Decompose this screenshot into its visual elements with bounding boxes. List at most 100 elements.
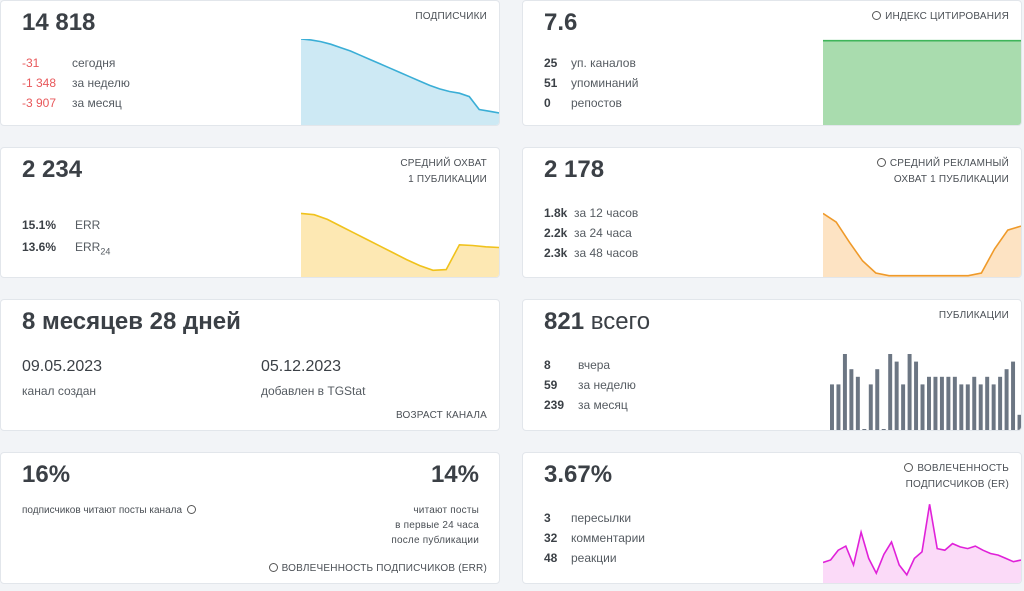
label: СРЕДНИЙ ОХВАТ 1 ПУБЛИКАЦИИ	[400, 156, 487, 188]
stat-row: -31 сегодня	[22, 53, 130, 73]
sparkline	[823, 212, 1021, 277]
age-card: 8 месяцев 28 дней 09.05.2023 канал созда…	[0, 299, 500, 431]
stat-value: 239	[544, 398, 565, 412]
stat-value: 51	[544, 76, 558, 90]
stat-text: упоминаний	[571, 76, 639, 90]
stat-value: 0	[544, 96, 551, 110]
sparkline-area	[301, 39, 499, 125]
ad-reach-card: 2 178 СРЕДНИЙ РЕКЛАМНЫЙ ОХВАТ 1 ПУБЛИКАЦИ…	[522, 147, 1022, 278]
sparkline	[301, 212, 499, 277]
label: ИНДЕКС ЦИТИРОВАНИЯ	[872, 9, 1009, 25]
label-text: в первые 24 часа	[395, 520, 479, 531]
stat-row: 2.3k за 48 часов	[544, 243, 638, 263]
label-text: ИНДЕКС ЦИТИРОВАНИЯ	[885, 11, 1009, 22]
date-block: 05.12.2023 добавлен в TGStat	[261, 358, 365, 398]
label-line: ОХВАТ 1 ПУБЛИКАЦИИ	[877, 172, 1009, 188]
stat-row: -3 907 за месяц	[22, 93, 130, 113]
label-text: ПОДПИСЧИКОВ (ER)	[905, 479, 1009, 490]
stat-row: 239 за месяц	[544, 395, 636, 415]
info-icon[interactable]	[876, 158, 886, 167]
bar	[881, 429, 886, 430]
bar	[862, 429, 867, 430]
date: 09.05.2023	[22, 358, 103, 375]
stat-value: -3 907	[22, 96, 57, 110]
bar	[998, 376, 1003, 430]
bar	[842, 354, 847, 430]
sparkline-line	[823, 504, 1021, 577]
stat-row: 3 пересылки	[544, 508, 645, 528]
label-line: ВОВЛЕЧЕННОСТЬ ПОДПИСЧИКОВ (ERR)	[268, 561, 487, 577]
subscribers-card: 14 818 ПОДПИСЧИКИ -31 сегодня -1 348 за нед…	[0, 0, 500, 126]
stat-text: вчера	[578, 358, 611, 372]
stat-value: 25	[544, 56, 558, 70]
stat-text: ERR24	[75, 240, 111, 257]
stat-value: 2.3k	[544, 246, 568, 260]
stat-text: комментарии	[571, 531, 645, 545]
stat-text: уп. каналов	[571, 56, 636, 70]
label-text: СРЕДНИЙ ОХВАТ	[400, 158, 487, 169]
bar	[868, 384, 873, 430]
bar	[985, 376, 990, 430]
label-text: 1 ПУБЛИКАЦИИ	[408, 174, 487, 185]
bar	[959, 384, 964, 430]
label-text: ПУБЛИКАЦИИ	[938, 310, 1009, 321]
caption: подписчиков читают посты канала	[22, 505, 197, 516]
date: 05.12.2023	[261, 358, 342, 375]
bar	[927, 376, 931, 430]
bar	[914, 361, 919, 430]
value-2: 14%	[430, 461, 479, 488]
label-text: ВОВЛЕЧЕННОСТЬ ПОДПИСЧИКОВ (ERR)	[281, 563, 487, 574]
label-line: читают посты	[391, 503, 479, 518]
bar	[920, 384, 925, 430]
sparkline-area	[823, 504, 1021, 583]
stat-row: 15.1% ERR	[22, 214, 110, 236]
info-icon[interactable]	[904, 463, 914, 472]
label-line: ПОДПИСЧИКОВ (ER)	[904, 477, 1009, 493]
label: ВОВЛЕЧЕННОСТЬ ПОДПИСЧИКОВ (ER)	[904, 461, 1009, 493]
stat-text: за месяц	[578, 398, 628, 412]
stats: 25 уп. каналов 51 упоминаний 0 репостов	[544, 53, 638, 113]
stat-row: 2.2k за 24 часа	[544, 223, 638, 243]
stat-value: 3	[544, 511, 551, 525]
value: 16%	[22, 461, 71, 488]
stat-row: 25 уп. каналов	[544, 53, 638, 73]
value: 14 818	[22, 9, 96, 36]
bar	[901, 384, 906, 430]
info-icon[interactable]	[268, 563, 278, 572]
stat-text: реакции	[571, 551, 617, 565]
value: 3.67%	[544, 461, 613, 488]
bar	[875, 369, 880, 430]
sparkline-line	[301, 39, 499, 114]
stat-value: 59	[544, 378, 558, 392]
info-icon[interactable]	[872, 11, 882, 20]
stat-value: -1 348	[22, 76, 57, 90]
bar	[972, 376, 977, 430]
stats: 15.1% ERR 13.6% ERR24	[22, 214, 110, 262]
label-text: после публикации	[391, 535, 479, 546]
stat-row: 48 реакции	[544, 548, 645, 568]
bar	[830, 384, 834, 430]
label-line: ПУБЛИКАЦИИ	[939, 308, 1009, 324]
info-icon[interactable]	[187, 505, 197, 514]
bar	[933, 376, 938, 430]
citation-card: 7.6 ИНДЕКС ЦИТИРОВАНИЯ 25 уп. каналов 51 уп…	[522, 0, 1022, 126]
bar	[849, 369, 854, 430]
er-card: 3.67% ВОВЛЕЧЕННОСТЬ ПОДПИСЧИКОВ (ER) 3 пер…	[522, 452, 1022, 584]
stat-text: за месяц	[72, 96, 122, 110]
stat-text: за 24 часа	[574, 226, 632, 240]
label-text: ВОЗРАСТ КАНАЛА	[395, 410, 487, 421]
value: 2 178	[544, 156, 605, 183]
label: СРЕДНИЙ РЕКЛАМНЫЙ ОХВАТ 1 ПУБЛИКАЦИИ	[876, 156, 1009, 188]
stat-value: -31	[22, 56, 40, 70]
label-line: после публикации	[391, 533, 479, 548]
stats: 3 пересылки 32 комментарии 48 реакции	[544, 508, 645, 568]
label-text: ПОДПИСЧИКИ	[415, 11, 487, 22]
label-text: ОХВАТ 1 ПУБЛИКАЦИИ	[893, 174, 1009, 185]
sparkline	[823, 39, 1021, 125]
label-text: ВОВЛЕЧЕННОСТЬ	[917, 463, 1009, 474]
stat-value: 1.8k	[544, 206, 568, 220]
stat-text: пересылки	[571, 511, 632, 525]
bar-chart	[830, 354, 1021, 430]
label-line: ИНДЕКС ЦИТИРОВАНИЯ	[872, 9, 1009, 25]
stat-value: 48	[544, 551, 558, 565]
